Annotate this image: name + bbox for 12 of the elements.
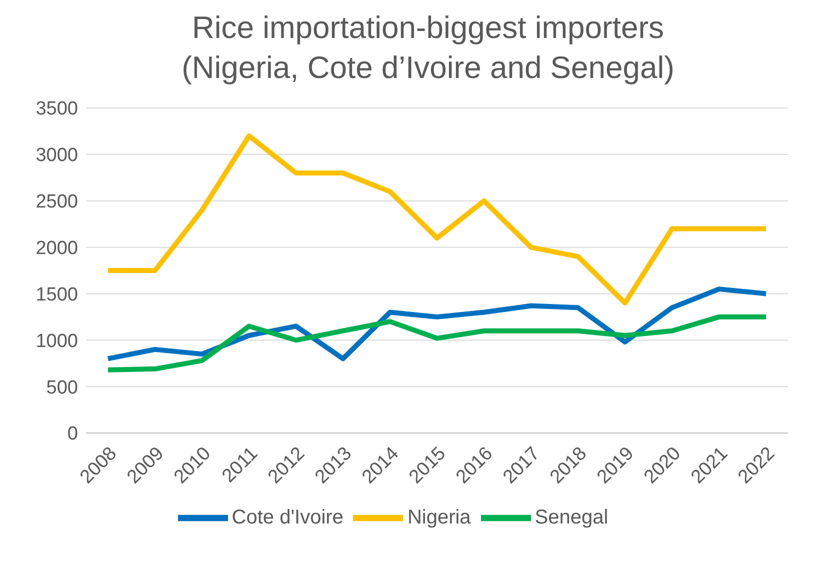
y-tick-label: 2500 [36,192,78,213]
chart-title: Rice importation-biggest importers (Nigeria, Cote d’Ivoire and Senegal) [180,9,676,87]
y-tick-label: 0 [67,424,78,445]
y-tick-label: 2000 [36,238,78,260]
y-tick-label: 1500 [36,284,78,306]
legend-label: Nigeria [407,506,471,528]
legend-label: Cote d'Ivoire [232,506,344,528]
y-tick-label: 1000 [36,330,78,352]
y-tick-label: 3000 [36,145,78,166]
legend-label: Senegal [534,506,608,528]
y-tick-label: 500 [46,377,78,398]
y-tick-label: 3500 [36,98,78,120]
